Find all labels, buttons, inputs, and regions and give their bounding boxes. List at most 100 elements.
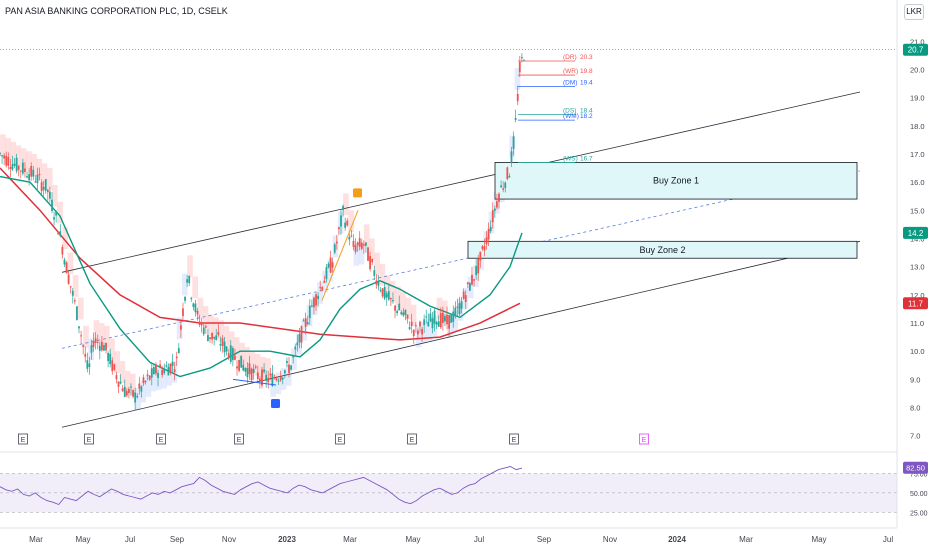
chart-title: PAN ASIA BANKING CORPORATION PLC, 1D, CS… xyxy=(5,6,228,16)
candle-body xyxy=(283,370,286,374)
buy-zone-label: Buy Zone 2 xyxy=(639,245,685,255)
candle-body xyxy=(223,341,226,353)
candle-body xyxy=(329,257,332,273)
candle-body xyxy=(55,211,58,216)
x-tick-label: Mar xyxy=(29,535,43,544)
cloud-segment xyxy=(514,68,521,90)
candle-body xyxy=(128,388,130,394)
candle-body xyxy=(192,303,195,308)
candle-body xyxy=(369,256,371,270)
cloud-segment xyxy=(384,275,391,297)
cloud-segment xyxy=(358,242,365,265)
candle-body xyxy=(1,155,3,157)
candle-body xyxy=(134,392,137,403)
channel-upper-line xyxy=(61,91,861,273)
currency-button[interactable]: LKR xyxy=(904,4,924,20)
candle-body xyxy=(444,316,446,322)
candle-body xyxy=(7,157,10,166)
cloud-segment xyxy=(301,318,308,341)
candle-body xyxy=(441,312,444,324)
cloud-segment xyxy=(119,361,126,383)
candle-body xyxy=(365,242,367,246)
candle-body xyxy=(86,360,89,369)
buy-zone-label: Buy Zone 1 xyxy=(653,176,699,186)
cloud-segment xyxy=(83,325,89,348)
cloud-segment xyxy=(353,244,360,266)
candle-body xyxy=(194,303,197,313)
candle-body xyxy=(136,395,139,398)
x-tick-label: Jul xyxy=(474,535,484,544)
cloud-segment xyxy=(265,358,271,380)
pivot-level-name: (DS) xyxy=(563,108,576,115)
pivot-level-value: 19.8 xyxy=(580,68,593,75)
candle-body xyxy=(504,182,507,189)
candle-body xyxy=(231,348,234,361)
earnings-marker-label: E xyxy=(642,437,647,444)
candle-body xyxy=(107,353,110,362)
candle-body xyxy=(473,279,475,281)
candle-body xyxy=(487,228,490,240)
candle-body xyxy=(452,311,455,322)
earnings-marker-label: E xyxy=(410,437,415,444)
cloud-segment xyxy=(176,317,183,340)
cloud-segment xyxy=(62,227,69,249)
candle-body xyxy=(500,185,502,188)
cloud-segment xyxy=(389,280,396,303)
candle-body xyxy=(458,303,461,315)
candle-body xyxy=(294,346,297,350)
candle-body xyxy=(502,188,505,190)
candle-body xyxy=(398,303,401,311)
candle-body xyxy=(150,368,153,378)
candle-body xyxy=(296,342,299,346)
price-axis-badge xyxy=(903,43,928,56)
candle-body xyxy=(209,337,211,340)
candle-body xyxy=(252,368,255,374)
cloud-segment xyxy=(25,151,32,173)
cloud-segment xyxy=(145,375,152,397)
buy-zone-2 xyxy=(467,240,858,259)
candle-body xyxy=(207,335,209,342)
candle-body xyxy=(414,325,417,327)
candle-body xyxy=(508,176,511,178)
cloud-segment xyxy=(239,342,245,365)
cloud-segment xyxy=(187,255,193,278)
candle-body xyxy=(171,361,174,366)
earnings-marker xyxy=(234,433,244,445)
candle-body xyxy=(387,291,390,300)
candle-body xyxy=(217,332,220,335)
candle-body xyxy=(279,376,282,381)
candle-body xyxy=(423,319,426,326)
candle-body xyxy=(138,383,141,389)
candle-body xyxy=(516,93,519,102)
cloud-segment xyxy=(395,286,401,309)
rsi-value-badge xyxy=(903,461,928,474)
candle-body xyxy=(496,201,498,208)
candle-body xyxy=(265,374,268,381)
cloud-segment xyxy=(213,317,219,340)
candle-body xyxy=(333,244,336,253)
candle-body xyxy=(367,247,369,261)
candle-body xyxy=(429,313,432,322)
candle-body xyxy=(132,390,134,397)
candle-body xyxy=(98,345,101,351)
cloud-segment xyxy=(436,297,443,320)
candle-body xyxy=(248,363,251,375)
candle-body xyxy=(229,345,232,362)
cloud-segment xyxy=(254,354,261,376)
candle-body xyxy=(105,342,107,351)
x-tick-label: Jul xyxy=(125,535,135,544)
candle-body xyxy=(371,259,374,263)
cloud-segment xyxy=(415,325,422,348)
candle-body xyxy=(331,262,334,268)
candle-body xyxy=(306,322,309,325)
candle-body xyxy=(498,193,500,202)
candle-body xyxy=(225,346,228,352)
candle-body xyxy=(271,373,274,386)
x-tick-label: May xyxy=(811,535,826,544)
cloud-segment xyxy=(57,201,63,224)
earnings-marker xyxy=(407,433,417,445)
cloud-segment xyxy=(207,314,214,337)
candle-body xyxy=(179,325,182,330)
candle-body xyxy=(240,355,243,368)
